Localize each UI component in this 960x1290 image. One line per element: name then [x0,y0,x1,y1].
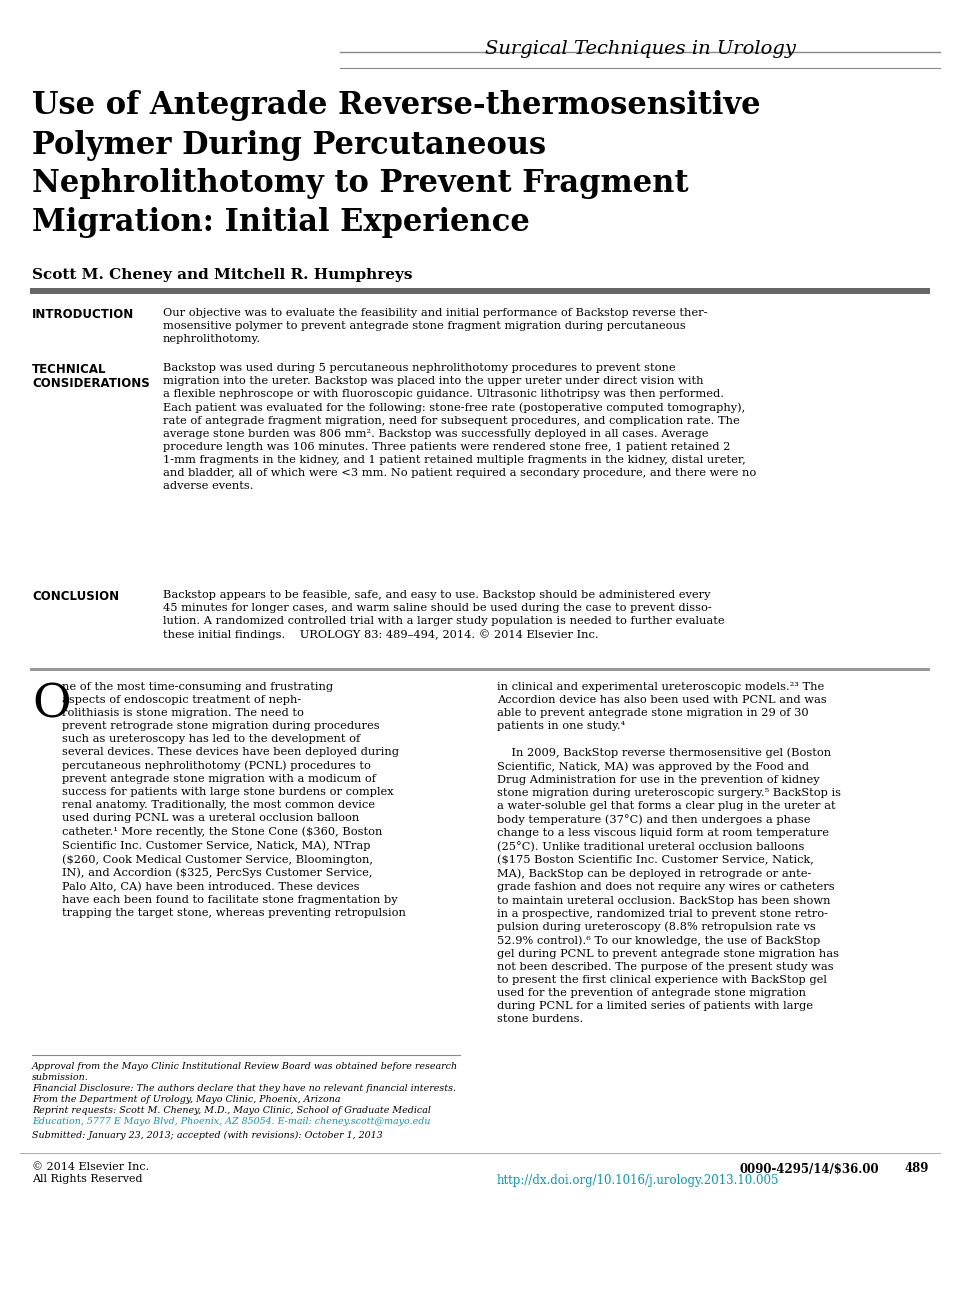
Text: Approval from the Mayo Clinic Institutional Review Board was obtained before res: Approval from the Mayo Clinic Institutio… [32,1062,458,1071]
Text: From the Department of Urology, Mayo Clinic, Phoenix, Arizona: From the Department of Urology, Mayo Cli… [32,1095,341,1104]
Text: INTRODUCTION: INTRODUCTION [32,308,134,321]
Bar [30,668,930,671]
Text: Education, 5777 E Mayo Blvd, Phoenix, AZ 85054. E-mail: cheney.scott@mayo.edu: Education, 5777 E Mayo Blvd, Phoenix, AZ… [32,1117,430,1126]
Text: Submitted: January 23, 2013; accepted (with revisions): October 1, 2013: Submitted: January 23, 2013; accepted (w… [32,1131,383,1140]
Text: Reprint requests: Scott M. Cheney, M.D., Mayo Clinic, School of Graduate Medical: Reprint requests: Scott M. Cheney, M.D.,… [32,1106,431,1115]
Text: Migration: Initial Experience: Migration: Initial Experience [32,206,530,237]
Text: Use of Antegrade Reverse-thermosensitive: Use of Antegrade Reverse-thermosensitive [32,90,760,121]
Text: Our objective was to evaluate the feasibility and initial performance of Backsto: Our objective was to evaluate the feasib… [163,308,708,344]
Text: 0090-4295/14/$36.00: 0090-4295/14/$36.00 [740,1162,879,1175]
Text: ne of the most time-consuming and frustrating
aspects of endoscopic treatment of: ne of the most time-consuming and frustr… [62,682,406,918]
Text: Surgical Techniques in Urology: Surgical Techniques in Urology [485,40,796,58]
Text: CONCLUSION: CONCLUSION [32,590,119,602]
Text: All Rights Reserved: All Rights Reserved [32,1174,142,1184]
Text: Nephrolithotomy to Prevent Fragment: Nephrolithotomy to Prevent Fragment [32,168,688,199]
Text: in clinical and experimental ureteroscopic models.²³ The
Accordion device has al: in clinical and experimental ureteroscop… [497,682,841,1024]
Text: http://dx.doi.org/10.1016/j.urology.2013.10.005: http://dx.doi.org/10.1016/j.urology.2013… [497,1174,780,1187]
Text: Polymer During Percutaneous: Polymer During Percutaneous [32,130,546,161]
Text: Backstop appears to be feasible, safe, and easy to use. Backstop should be admin: Backstop appears to be feasible, safe, a… [163,590,725,640]
Text: © 2014 Elsevier Inc.: © 2014 Elsevier Inc. [32,1162,149,1173]
Text: O: O [32,682,71,728]
Text: Backstop was used during 5 percutaneous nephrolithotomy procedures to prevent st: Backstop was used during 5 percutaneous … [163,362,756,491]
Text: submission.: submission. [32,1073,88,1082]
Text: Financial Disclosure: The authors declare that they have no relevant financial i: Financial Disclosure: The authors declar… [32,1084,456,1093]
Bar [30,288,930,294]
Text: CONSIDERATIONS: CONSIDERATIONS [32,377,150,390]
Text: 489: 489 [905,1162,929,1175]
Text: TECHNICAL: TECHNICAL [32,362,107,375]
Text: Scott M. Cheney and Mitchell R. Humphreys: Scott M. Cheney and Mitchell R. Humphrey… [32,268,413,283]
